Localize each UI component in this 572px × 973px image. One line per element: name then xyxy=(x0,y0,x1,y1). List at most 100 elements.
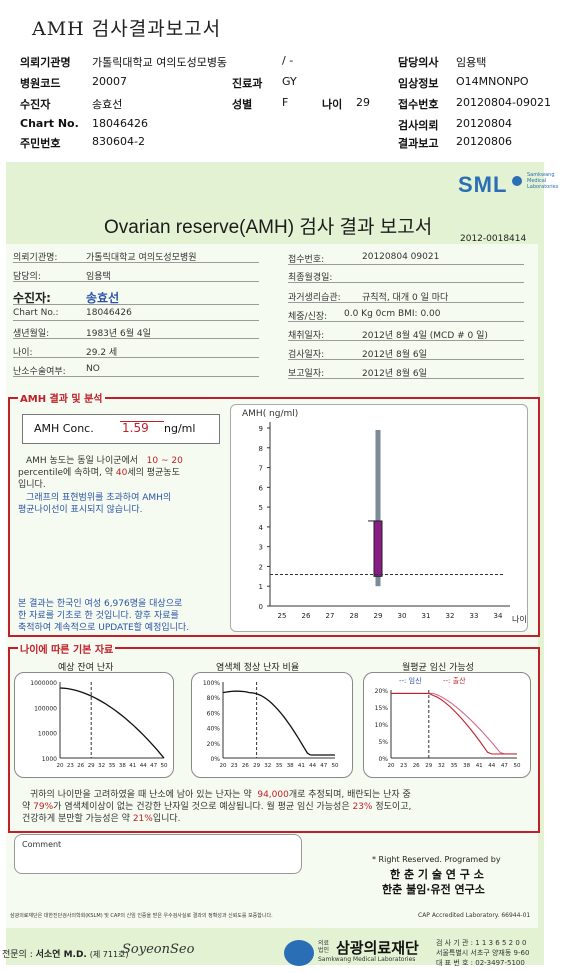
amh-result-box xyxy=(8,397,540,637)
cap-accreditation: CAP Accredited Laboratory. 66944-01 xyxy=(418,912,531,919)
pregnancy-y-tick-label: 15% xyxy=(375,705,389,712)
amh-y-tick-label: 7 xyxy=(259,465,263,473)
legend-pregnancy-label: --: 임신 xyxy=(399,676,422,685)
info-label-institution: 의뢰기관명: xyxy=(13,253,58,263)
pregnancy-x-tick-label: 26 xyxy=(413,763,420,769)
amh-x-tick-label: 28 xyxy=(350,612,359,620)
value-resident-no: 830604-2 xyxy=(92,135,145,148)
info-label-surgery: 난소수술여부: xyxy=(13,367,66,377)
mini-chart-2-title: 염색체 정상 난자 비율 xyxy=(216,663,300,673)
value-age: 29 xyxy=(356,96,370,109)
info-value-age: 29.2 세 xyxy=(86,348,118,358)
info-value-weight: 0.0 Kg 0cm BMI: 0.00 xyxy=(344,309,441,319)
age-data-box xyxy=(8,647,540,833)
amh-desc-line3: 입니다. xyxy=(18,480,46,490)
doctor-signature: SoyeonSeo xyxy=(122,942,195,957)
pregnancy-y-tick-label: 0% xyxy=(378,756,388,763)
normal-oocyte-x-tick-label: 20 xyxy=(220,763,227,769)
normal-oocyte-x-tick-label: 29 xyxy=(253,763,260,769)
institute-name-2: 한춘 불임·유전 연구소 xyxy=(382,883,485,896)
age-summary-line3: 건강하게 분만할 가능성은 약 21%입니다. xyxy=(22,814,181,824)
info-value-birth: 1983년 6월 4일 xyxy=(86,329,151,339)
amh-x-tick-label: 31 xyxy=(422,612,431,620)
reserve-x-tick-label: 20 xyxy=(57,763,64,769)
normal-oocyte-x-tick-label: 35 xyxy=(276,763,283,769)
pregnancy-x-tick-label: 32 xyxy=(438,763,445,769)
info-label-doctor: 담당의: xyxy=(13,272,41,282)
amh-section-title: AMH 결과 및 분석 xyxy=(18,390,105,405)
normal-oocyte-y-tick-label: 60% xyxy=(207,710,221,717)
value-chart-no: 18046426 xyxy=(92,117,148,130)
value-department: GY xyxy=(282,75,297,88)
info-value-patient: 송효선 xyxy=(86,291,120,305)
label-department: 진료과 xyxy=(232,77,263,90)
amh-x-tick-label: 34 xyxy=(494,612,503,620)
label-patient: 수진자 xyxy=(20,98,51,111)
info-value-surgery: NO xyxy=(86,364,100,374)
report-title: Ovarian reserve(AMH) 검사 결과 보고서 xyxy=(104,217,433,238)
amh-x-tick-label: 26 xyxy=(302,612,311,620)
specialist-line: 전문의 : 서소연 M.D. (제 711호) xyxy=(2,950,129,960)
amh-y-tick-label: 6 xyxy=(259,484,264,492)
normal-oocyte-y-tick-label: 80% xyxy=(207,695,221,702)
value-patient: 송효선 xyxy=(92,98,123,111)
amh-y-tick-label: 5 xyxy=(259,504,263,512)
amh-range-whisker xyxy=(375,429,381,587)
institute-name-1: 한 춘 기 술 연 구 소 xyxy=(390,868,484,881)
header-row-1: 의뢰기관명 xyxy=(20,54,71,70)
normal-oocyte-x-tick-label: 23 xyxy=(231,763,238,769)
amh-iqr-box xyxy=(373,520,383,577)
label-sex: 성별 xyxy=(232,98,253,111)
normal-oocyte-x-tick-label: 32 xyxy=(264,763,271,769)
amh-conc-unit: ng/ml xyxy=(164,422,196,435)
amh-conc-box xyxy=(22,414,220,444)
reserve-x-tick-label: 23 xyxy=(67,763,74,769)
amh-foot-line2: 한 자료를 기초로 한 것입니다. 향후 자료를 xyxy=(18,611,179,621)
info-label-collection: 채취일자: xyxy=(288,331,325,341)
label-institution: 의뢰기관명 xyxy=(20,56,71,69)
amh-y-tick-label: 8 xyxy=(259,445,263,453)
amh-y-tick-label: 0 xyxy=(259,603,263,611)
pregnancy-curve xyxy=(391,692,517,755)
normal-oocyte-x-tick-label: 47 xyxy=(320,763,327,769)
birth-curve xyxy=(391,692,517,755)
amh-desc-line1: AMH 농도는 동일 나이군에서 10 ~ 20 xyxy=(26,456,183,466)
report-number: 2012-0018414 xyxy=(460,234,527,244)
reserve-y-tick-label: 10000 xyxy=(38,731,57,738)
reserve-y-tick-label: 1000 xyxy=(42,756,57,763)
reserve-x-tick-label: 47 xyxy=(150,763,157,769)
mini-chart-3-title: 월평균 임신 가능성 xyxy=(402,663,474,673)
amh-y-tick-label: 2 xyxy=(259,563,263,571)
value-ward: / - xyxy=(282,54,294,67)
value-hospital-code: 20007 xyxy=(92,75,127,88)
reserve-x-tick-label: 29 xyxy=(88,763,95,769)
info-value-report-date: 2012년 8월 6일 xyxy=(362,369,427,379)
contact-phone: 대 표 번 호 : 02-3497-5100 xyxy=(436,959,525,967)
info-value-chart: 18046426 xyxy=(86,308,132,318)
value-test-request: 20120804 xyxy=(456,117,512,130)
amh-x-tick-label: 32 xyxy=(446,612,455,620)
reserve-x-tick-label: 41 xyxy=(129,763,136,769)
sml-logo-dot-icon xyxy=(512,176,522,186)
mini-chart-1-title: 예상 잔여 난자 xyxy=(58,663,114,673)
foundation-english-name: Samkwang Medical Laboratories xyxy=(318,956,416,963)
reserve-x-tick-label: 50 xyxy=(161,763,168,769)
normal-oocyte-y-tick-label: 20% xyxy=(207,741,221,748)
amh-foot-line1: 본 결과는 한국인 여성 6,976명을 대상으로 xyxy=(18,599,183,609)
info-label-receipt: 접수번호: xyxy=(288,255,325,265)
sml-logo-subtext: Samkwang Medical Laboratories xyxy=(527,172,559,190)
reserve-y-tick-label: 100000 xyxy=(34,705,57,712)
normal-oocyte-curve xyxy=(222,690,311,756)
normal-oocyte-chart: 100% 80% 60% 40% 20% 0%20 23 26 29 32 35 38 41 44 47 50 xyxy=(203,680,339,769)
pregnancy-y-tick-label: 5% xyxy=(378,739,388,746)
label-chart-no: Chart No. xyxy=(20,117,79,130)
amh-chart-xlabel: 나이 xyxy=(512,614,526,624)
reserve-x-tick-label: 35 xyxy=(109,763,116,769)
contact-lab-no: 검 사 기 관 : 1 1 3 6 5 2 0 0 xyxy=(436,939,527,947)
value-result-report: 20120806 xyxy=(456,135,512,148)
amh-desc-line2: percentile에 속하며, 약 40세의 평균농도 xyxy=(18,468,180,478)
reserve-x-tick-label: 26 xyxy=(77,763,84,769)
pregnancy-x-tick-label: 35 xyxy=(451,763,458,769)
value-institution: 가톨릭대학교 여의도성모병동 xyxy=(92,56,228,69)
label-hospital-code: 병원코드 xyxy=(20,77,61,90)
